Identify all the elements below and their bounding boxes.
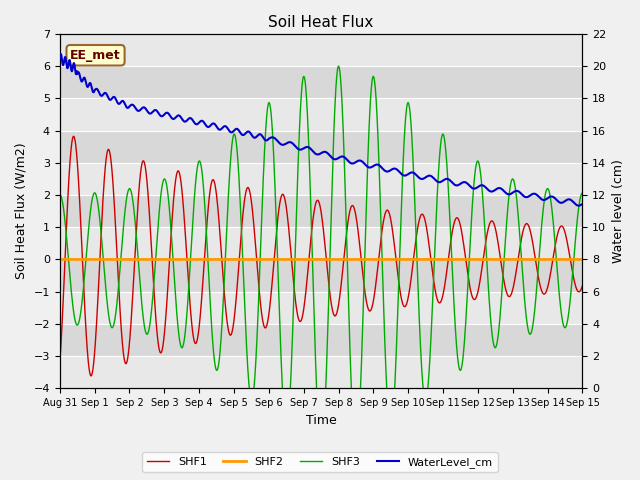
Bar [60, 260, 582, 292]
Line: WaterLevel_cm: WaterLevel_cm [60, 54, 582, 205]
SHF3 [310, 308, 318, 313]
SHF2 [83, 257, 90, 263]
Line: SHF1: SHF1 [60, 136, 582, 376]
WaterLevel_cm [310, 150, 318, 156]
Y-axis label: Soil Heat Flux (W/m2): Soil Heat Flux (W/m2) [15, 143, 28, 279]
WaterLevel_cm [564, 197, 572, 203]
WaterLevel_cm [57, 51, 65, 57]
SHF2 [563, 257, 571, 263]
SHF2 [467, 257, 475, 263]
SHF1 [579, 283, 586, 288]
SHF3 [83, 250, 90, 256]
Bar [60, 34, 582, 66]
SHF1 [564, 241, 572, 247]
SHF3 [468, 210, 476, 216]
SHF2 [56, 257, 63, 263]
Bar [60, 356, 582, 388]
SHF3 [564, 316, 572, 322]
SHF1 [564, 242, 572, 248]
SHF2 [579, 257, 586, 263]
SHF1 [310, 206, 318, 212]
SHF3 [579, 190, 586, 196]
Bar [60, 324, 582, 356]
SHF3 [317, 447, 325, 453]
Text: EE_met: EE_met [70, 49, 121, 62]
Title: Soil Heat Flux: Soil Heat Flux [268, 15, 374, 30]
SHF3 [56, 192, 63, 197]
SHF2 [296, 257, 304, 263]
SHF3 [335, 63, 342, 69]
WaterLevel_cm [579, 201, 586, 207]
SHF2 [310, 257, 318, 263]
WaterLevel_cm [56, 55, 63, 61]
Bar [60, 163, 582, 195]
SHF1 [56, 361, 63, 367]
X-axis label: Time: Time [306, 414, 337, 427]
SHF1 [83, 339, 90, 345]
SHF3 [296, 113, 304, 119]
Bar [60, 292, 582, 324]
SHF1 [297, 318, 305, 324]
Bar [60, 195, 582, 227]
Bar [60, 66, 582, 98]
SHF2 [563, 257, 571, 263]
WaterLevel_cm [296, 147, 304, 153]
WaterLevel_cm [83, 83, 90, 88]
WaterLevel_cm [575, 203, 582, 208]
SHF3 [564, 318, 572, 324]
WaterLevel_cm [468, 185, 476, 191]
Bar [60, 227, 582, 260]
SHF1 [87, 373, 95, 379]
Legend: SHF1, SHF2, SHF3, WaterLevel_cm: SHF1, SHF2, SHF3, WaterLevel_cm [142, 452, 498, 472]
Bar [60, 131, 582, 163]
SHF1 [468, 293, 476, 299]
Y-axis label: Water level (cm): Water level (cm) [612, 159, 625, 263]
Line: SHF3: SHF3 [60, 66, 582, 450]
SHF1 [70, 133, 77, 139]
Bar [60, 98, 582, 131]
WaterLevel_cm [563, 197, 571, 203]
